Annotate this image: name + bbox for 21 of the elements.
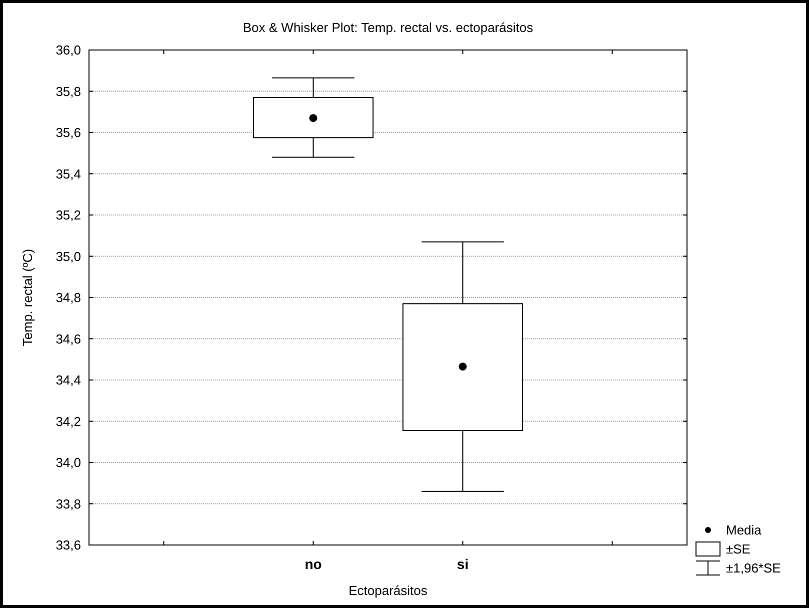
text: ±1,96*SE (726, 560, 782, 576)
x-tick-label: si (456, 556, 469, 572)
y-tick-label: 34,4 (56, 372, 81, 388)
y-tick-label: 35,2 (56, 208, 81, 223)
chart-title: Box & Whisker Plot: Temp. rectal vs. ectoparásitos (242, 20, 534, 35)
text: Media (726, 522, 762, 538)
y-axis-title: Temp. rectal (ºC) (20, 248, 35, 346)
y-tick-label: 34,2 (56, 414, 81, 429)
y-tick-label: 33,8 (56, 496, 81, 512)
y-tick-label: 36,0 (56, 42, 81, 58)
x-axis-title: Ectoparásitos (348, 583, 428, 598)
y-tick-label: 34,0 (56, 455, 81, 470)
y-tick-label: 34,6 (56, 331, 81, 346)
text: ±SE (726, 542, 751, 557)
x-tick-label: no (304, 556, 322, 572)
y-tick-label: 35,0 (56, 248, 81, 264)
y-tick-label: 33,6 (56, 538, 81, 553)
y-tick-label: 35,8 (56, 84, 81, 99)
y-tick-label: 35,4 (56, 166, 81, 182)
y-tick-label: 35,6 (56, 125, 81, 140)
y-tick-label: 34,8 (56, 290, 81, 306)
